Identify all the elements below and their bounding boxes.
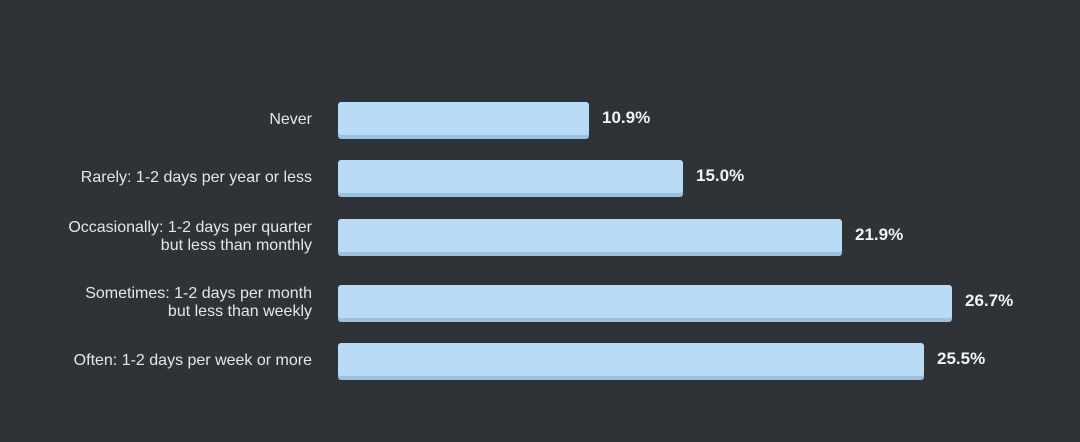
- bar-4: [338, 343, 924, 376]
- value-label-4: 25.5%: [937, 349, 986, 368]
- category-label-0: Never: [269, 111, 312, 128]
- bar-3: [338, 285, 952, 318]
- category-label-4: Often: 1-2 days per week or more: [73, 352, 312, 369]
- category-label-1: Rarely: 1-2 days per year or less: [80, 169, 312, 186]
- value-label-3: 26.7%: [965, 291, 1014, 310]
- value-label-1: 15.0%: [696, 166, 745, 185]
- category-label-3: Sometimes: 1-2 days per month but less t…: [85, 285, 312, 320]
- bar-0: [338, 102, 589, 135]
- bar-2: [338, 219, 842, 252]
- value-label-0: 10.9%: [602, 108, 651, 127]
- bar-1: [338, 160, 683, 193]
- category-label-2: Occasionally: 1-2 days per quarter but l…: [68, 219, 312, 254]
- value-label-2: 21.9%: [855, 225, 904, 244]
